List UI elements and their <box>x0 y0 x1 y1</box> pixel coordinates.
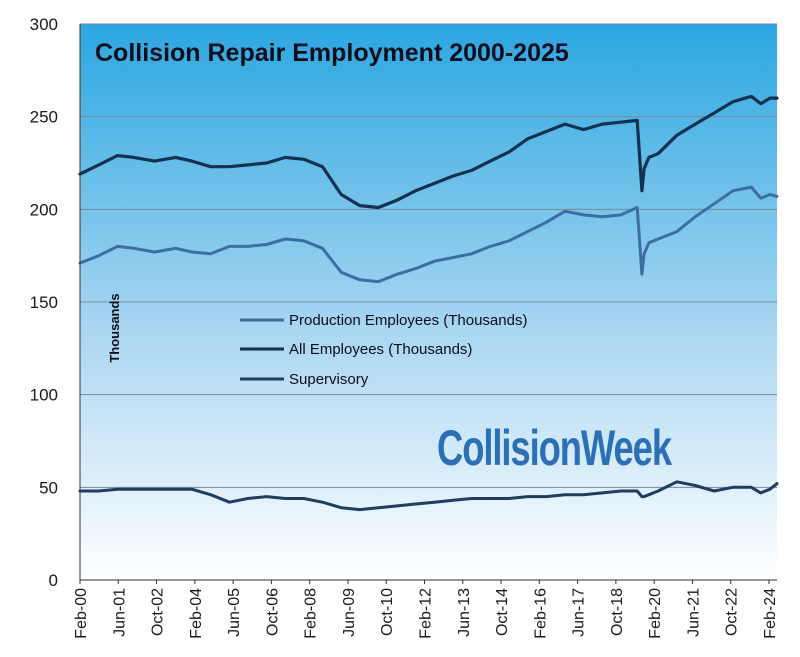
x-tick-label: Oct-10 <box>379 588 396 636</box>
x-tick-label: Feb-24 <box>762 588 779 639</box>
series-line-supervisory <box>78 480 779 512</box>
y-tick-label: 200 <box>30 200 58 219</box>
x-tick-label: Feb-00 <box>73 588 90 639</box>
y-axis-ticks: 0 50 100 150 200 250 300 <box>30 15 58 590</box>
legend-label: Supervisory <box>289 371 369 388</box>
x-tick-label: Jun-17 <box>571 588 588 637</box>
x-tick-label: Oct-02 <box>150 588 167 636</box>
y-tick-label: 300 <box>30 15 58 34</box>
x-tick-label: Feb-04 <box>188 588 205 639</box>
series-line-all <box>78 94 779 210</box>
x-tick-label: Jun-13 <box>456 588 473 637</box>
legend: Production Employees (Thousands) All Empl… <box>240 312 527 388</box>
x-tick-label: Feb-08 <box>303 588 320 639</box>
series-lines <box>78 94 779 512</box>
series-line-production <box>78 185 779 284</box>
x-tick-label: Oct-06 <box>264 588 281 636</box>
x-tick-label: Oct-14 <box>494 588 511 636</box>
watermark-logo: CollisionWeek <box>437 420 672 476</box>
x-tick-label: Jun-21 <box>685 588 702 637</box>
x-tick-label: Feb-12 <box>418 588 435 639</box>
x-tick-label: Jun-05 <box>226 588 243 637</box>
y-tick-label: 50 <box>39 478 58 497</box>
chart-title: Collision Repair Employment 2000-2025 <box>95 39 569 67</box>
y-tick-label: 250 <box>30 108 58 127</box>
x-tick-label: Oct-18 <box>609 588 626 636</box>
y-tick-label: 0 <box>49 571 58 590</box>
y-axis-label: Thousands <box>107 293 122 362</box>
y-tick-label: 100 <box>30 386 58 405</box>
x-tick-label: Jun-01 <box>111 588 128 637</box>
x-tick-label: Jun-09 <box>341 588 358 637</box>
grid <box>80 23 777 488</box>
legend-label: All Employees (Thousands) <box>289 341 472 358</box>
y-tick-label: 150 <box>30 293 58 312</box>
x-tick-label: Oct-22 <box>724 588 741 636</box>
x-tick-label: Feb-16 <box>532 588 549 639</box>
x-tick-label: Feb-20 <box>647 588 664 639</box>
legend-label: Production Employees (Thousands) <box>289 312 527 329</box>
x-axis-ticks: Feb-00 Jun-01 Oct-02 Feb-04 Jun-05 Oct-06 Feb-… <box>73 580 779 639</box>
